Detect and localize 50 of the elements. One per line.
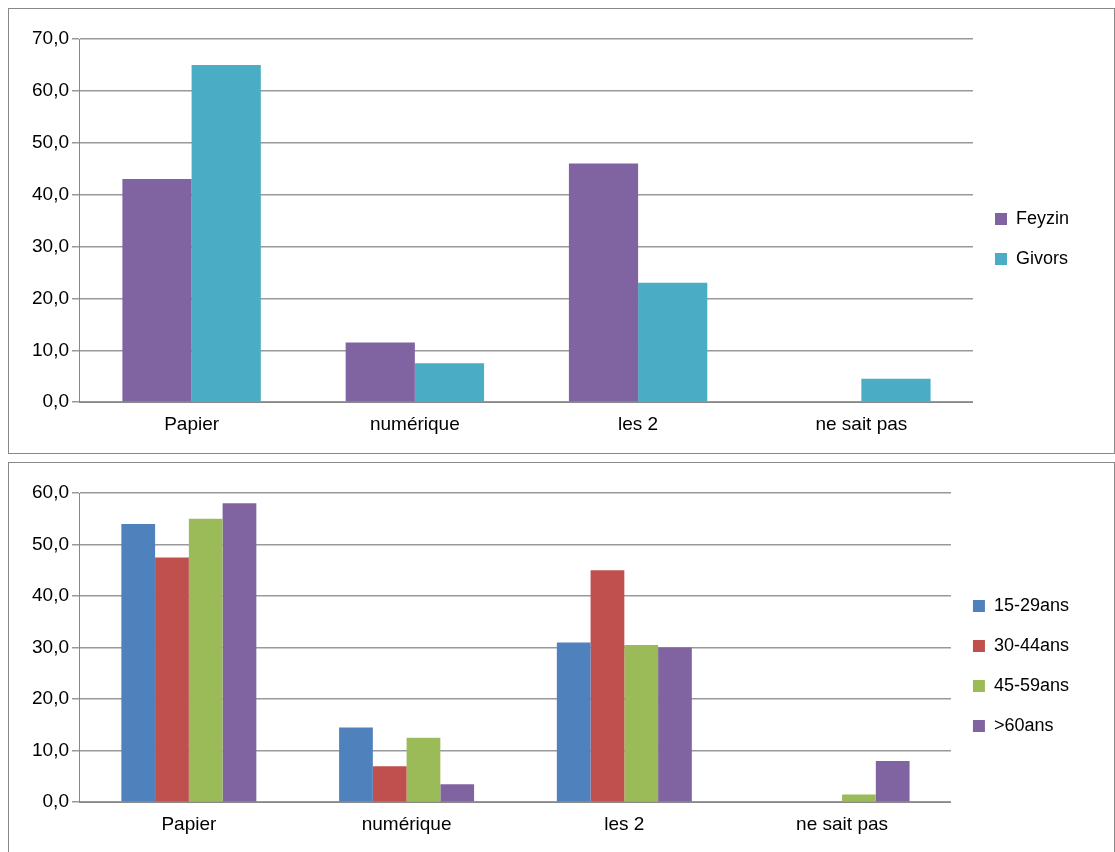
bar bbox=[222, 503, 257, 802]
bar bbox=[406, 737, 441, 802]
bar bbox=[121, 523, 156, 802]
bar bbox=[414, 363, 485, 402]
y-tick-label: 30,0 bbox=[32, 234, 69, 256]
y-tick-label: 40,0 bbox=[32, 584, 69, 606]
y-tick-label: 0,0 bbox=[42, 390, 69, 412]
bar bbox=[638, 282, 708, 402]
legend-label: 30-44ans bbox=[993, 634, 1069, 655]
x-tick-label: Papier bbox=[161, 812, 217, 834]
bar bbox=[440, 784, 475, 802]
y-tick-label: 40,0 bbox=[32, 182, 69, 204]
bar bbox=[188, 518, 223, 802]
bar bbox=[556, 642, 591, 802]
legend-label: 45-59ans bbox=[993, 674, 1069, 695]
x-tick-label: numérique bbox=[369, 412, 460, 434]
bar bbox=[861, 378, 931, 402]
bar bbox=[875, 760, 910, 802]
bar bbox=[372, 766, 407, 802]
y-tick-label: 60,0 bbox=[32, 481, 69, 503]
bar bbox=[339, 727, 373, 802]
bar bbox=[345, 342, 415, 402]
x-tick-label: les 2 bbox=[604, 812, 645, 834]
legend-label: >60ans bbox=[993, 714, 1054, 735]
bar bbox=[191, 64, 261, 402]
y-tick-label: 50,0 bbox=[32, 532, 69, 554]
y-tick-label: 50,0 bbox=[32, 131, 69, 153]
x-tick-label: les 2 bbox=[618, 412, 659, 434]
legend-label: Givors bbox=[1015, 247, 1068, 268]
y-tick-label: 10,0 bbox=[32, 338, 69, 360]
bar bbox=[590, 570, 625, 802]
y-tick-label: 20,0 bbox=[32, 286, 69, 308]
bar bbox=[658, 647, 692, 802]
y-tick-label: 20,0 bbox=[32, 687, 69, 709]
bar bbox=[568, 163, 639, 402]
x-tick-label: ne sait pas bbox=[815, 412, 908, 434]
legend-label: Feyzin bbox=[1015, 207, 1069, 228]
bar bbox=[842, 794, 876, 802]
y-tick-label: 70,0 bbox=[32, 27, 69, 49]
bar bbox=[122, 179, 192, 402]
x-tick-label: Papier bbox=[164, 412, 220, 434]
y-tick-label: 0,0 bbox=[42, 790, 69, 812]
x-tick-label: ne sait pas bbox=[796, 812, 889, 834]
y-tick-label: 30,0 bbox=[32, 635, 69, 657]
bar bbox=[155, 557, 189, 802]
y-tick-label: 60,0 bbox=[32, 79, 69, 101]
x-tick-label: numérique bbox=[361, 812, 452, 834]
legend-label: 15-29ans bbox=[993, 594, 1069, 615]
bar bbox=[624, 645, 659, 802]
y-tick-label: 10,0 bbox=[32, 738, 69, 760]
